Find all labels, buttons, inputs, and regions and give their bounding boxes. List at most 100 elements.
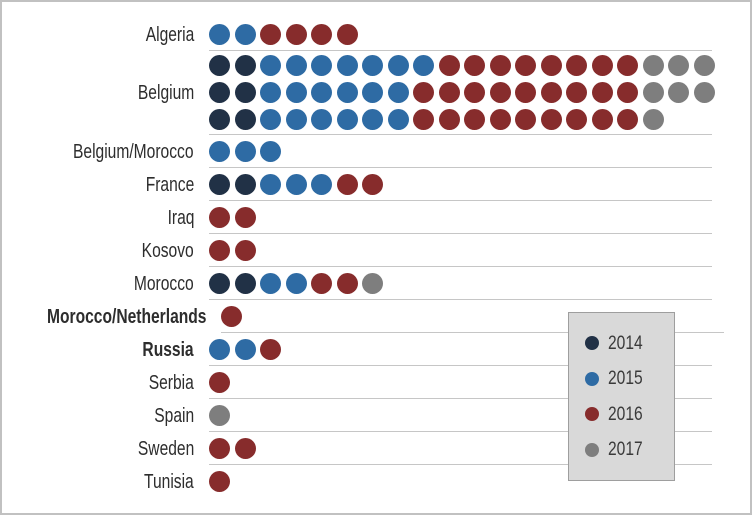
data-dot-2016 — [413, 82, 434, 103]
country-label: France — [2, 175, 194, 195]
dots-area — [209, 399, 712, 432]
data-dot-2016 — [311, 272, 332, 294]
country-row: Russia — [2, 333, 750, 366]
data-dot-2015 — [413, 55, 434, 76]
data-dot-2016 — [540, 109, 562, 130]
data-dot-2016 — [489, 109, 511, 130]
data-dot-2014 — [209, 82, 230, 103]
data-dot-2015 — [336, 55, 358, 76]
data-dot-2016 — [591, 82, 613, 103]
data-dot-2015 — [336, 82, 358, 103]
data-dot-2015 — [209, 23, 230, 45]
data-dot-2017 — [209, 404, 230, 426]
country-row: Morocco — [2, 267, 750, 300]
data-dot-2014 — [209, 272, 230, 294]
country-label-text: France — [145, 173, 194, 196]
data-dot-2016 — [566, 55, 587, 76]
data-dot-2015 — [362, 55, 383, 76]
data-dot-2015 — [260, 140, 281, 162]
country-label-text: Algeria — [145, 23, 194, 46]
data-dot-2015 — [362, 82, 383, 103]
data-dot-2016 — [591, 55, 613, 76]
data-dot-2016 — [209, 206, 230, 228]
country-label: Morocco — [2, 274, 194, 294]
data-dot-2015 — [260, 55, 281, 76]
dot-row — [209, 106, 712, 133]
dot-row — [209, 272, 712, 294]
data-dot-2016 — [464, 82, 485, 103]
data-dot-2015 — [234, 338, 256, 360]
data-dot-2016 — [617, 82, 638, 103]
country-row: Spain — [2, 399, 750, 432]
legend-dot-icon — [585, 407, 599, 422]
dots-area — [209, 201, 712, 234]
dot-row — [209, 79, 715, 106]
data-dot-2015 — [260, 173, 281, 195]
data-dot-2016 — [464, 109, 485, 130]
country-label-text: Iraq — [167, 206, 194, 229]
legend-item: 2016 — [585, 405, 674, 424]
country-row: Kosovo — [2, 234, 750, 267]
legend-dot-icon — [585, 442, 599, 457]
data-dot-2014 — [234, 55, 256, 76]
dots-area — [209, 234, 712, 267]
data-dot-2016 — [566, 109, 587, 130]
country-row: Tunisia — [2, 465, 750, 498]
data-dot-2016 — [209, 371, 230, 393]
country-label-text: Belgium — [137, 82, 194, 104]
data-dot-2017 — [642, 82, 664, 103]
dot-row — [209, 239, 712, 261]
country-label: Algeria — [2, 25, 194, 45]
country-label: Spain — [2, 406, 194, 426]
country-label: Belgium — [2, 83, 194, 103]
data-dot-2016 — [285, 23, 307, 45]
data-dot-2017 — [642, 109, 664, 130]
data-dot-2016 — [617, 55, 638, 76]
country-row: Algeria — [2, 18, 750, 51]
legend-label: 2017 — [608, 439, 643, 461]
data-dot-2016 — [336, 173, 358, 195]
dot-row — [209, 404, 712, 426]
country-label: Iraq — [2, 208, 194, 228]
data-dot-2016 — [209, 437, 230, 459]
data-dot-2016 — [311, 23, 332, 45]
dots-area — [209, 366, 712, 399]
data-dot-2016 — [234, 206, 256, 228]
data-dot-2015 — [311, 109, 332, 130]
country-label: Morocco/Netherlands — [2, 307, 206, 327]
data-dot-2016 — [413, 109, 434, 130]
data-dot-2014 — [234, 109, 256, 130]
data-dot-2016 — [515, 82, 536, 103]
data-dot-2015 — [285, 272, 307, 294]
country-row: Belgium — [2, 51, 750, 135]
country-row: Sweden — [2, 432, 750, 465]
country-label-text: Spain — [154, 404, 194, 427]
data-dot-2016 — [336, 23, 358, 45]
country-label: Belgium/Morocco — [2, 142, 194, 162]
country-label-text: Tunisia — [144, 470, 194, 493]
data-dot-2016 — [438, 55, 460, 76]
legend-label: 2016 — [608, 403, 643, 425]
data-dot-2016 — [617, 109, 638, 130]
dot-row — [209, 471, 712, 492]
dots-area — [209, 135, 712, 168]
plot-area: Algeria Belgium Belgium/Morocco France Iraq K… — [2, 18, 750, 498]
data-dot-2016 — [515, 55, 536, 76]
dot-row — [209, 371, 712, 393]
country-label-text: Belgium/Morocco — [73, 140, 194, 163]
country-label: Russia — [2, 340, 194, 360]
country-label: Kosovo — [2, 241, 194, 261]
legend-item: 2015 — [585, 369, 674, 388]
data-dot-2016 — [260, 23, 281, 45]
data-dot-2016 — [566, 82, 587, 103]
country-rows: Algeria Belgium Belgium/Morocco France Iraq K… — [2, 18, 750, 498]
data-dot-2017 — [668, 55, 689, 76]
dot-row — [209, 338, 712, 360]
data-dot-2015 — [209, 140, 230, 162]
data-dot-2015 — [311, 82, 332, 103]
data-dot-2016 — [540, 55, 562, 76]
data-dot-2014 — [209, 55, 230, 76]
data-dot-2017 — [642, 55, 664, 76]
data-dot-2016 — [438, 109, 460, 130]
